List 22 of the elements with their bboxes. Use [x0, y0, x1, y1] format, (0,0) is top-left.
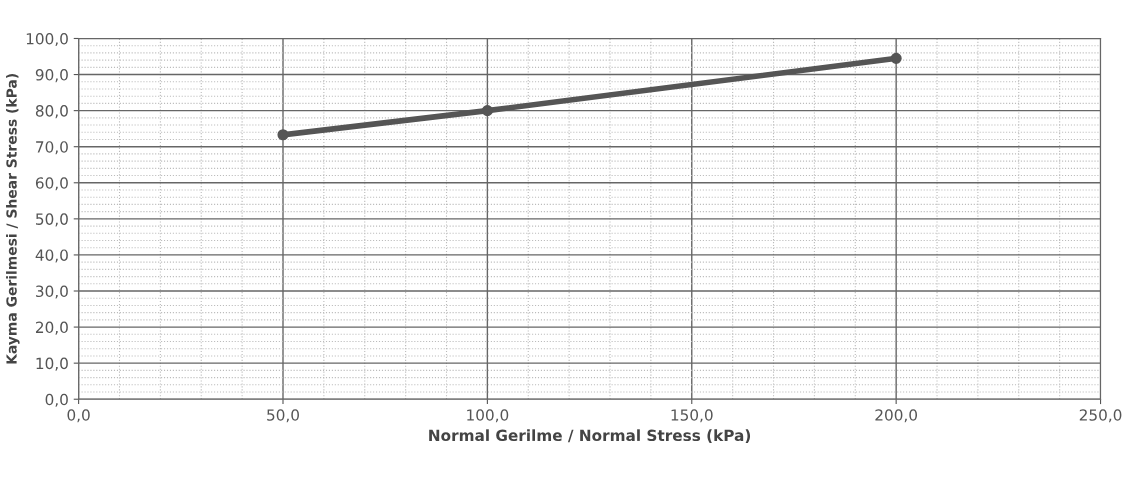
- y-tick-label: 50,0: [36, 213, 68, 227]
- x-tick-label: 250,0: [1079, 409, 1122, 423]
- y-tick-label: 60,0: [35, 177, 68, 191]
- point: [890, 52, 902, 64]
- y-tick-label: 0,0: [45, 393, 68, 407]
- y-tick-label: 30,0: [36, 285, 68, 299]
- y-tick-label: 90,0: [35, 69, 68, 83]
- y-axis-title: Kayma Gerilmesi / Shear Stress (kPa): [6, 74, 20, 364]
- y-tick-label: 40,0: [35, 249, 68, 263]
- x-tick-label: 150,0: [671, 409, 713, 423]
- x-tick-label: 200,0: [875, 409, 918, 423]
- y-tick-label: 20,0: [35, 321, 68, 335]
- x-tick-label: 0,0: [67, 409, 90, 423]
- y-tick-label: 100,0: [26, 32, 68, 47]
- y-tick-label: 10,0: [36, 357, 68, 371]
- y-tick-label: 70,0: [36, 141, 68, 155]
- y-tick-label: 80,0: [35, 105, 68, 119]
- point: [277, 129, 289, 141]
- x-tick-label: 100,0: [467, 409, 509, 423]
- x-tick-label: 50,0: [267, 409, 299, 423]
- point: [481, 105, 493, 117]
- x-axis-title: Normal Gerilme / Normal Stress (kPa): [429, 429, 751, 443]
